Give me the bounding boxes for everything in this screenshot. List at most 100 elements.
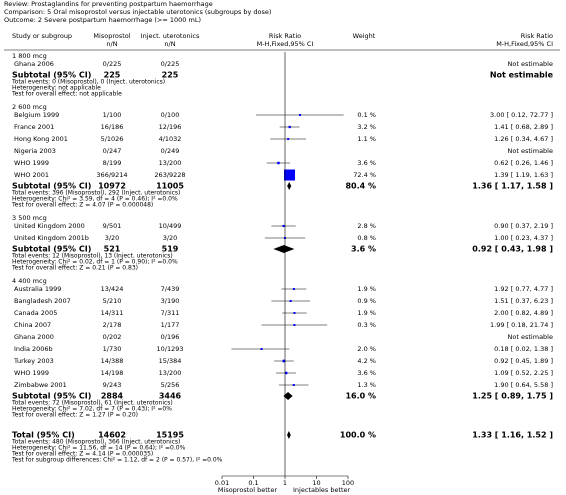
note: Total events: 396 (Misoprostol), 292 (In… <box>11 190 180 197</box>
group2-cell: 4/1032 <box>159 135 182 143</box>
summary-label: Subtotal (95% CI) <box>12 71 91 80</box>
group2-cell: 519 <box>162 245 179 254</box>
group2-cell: 1/177 <box>161 321 180 329</box>
group2-cell: 263/9228 <box>154 171 185 179</box>
note: Test for subgroup differences: Chi² = 1.… <box>11 457 223 464</box>
column-header: Misoprostol <box>93 32 130 40</box>
group2-cell: 13/200 <box>159 159 182 167</box>
column-header: n/N <box>106 40 117 48</box>
group2-cell: 225 <box>162 71 179 80</box>
group1-cell: 225 <box>104 71 121 80</box>
study-name: Nigeria 2003 <box>14 147 56 155</box>
x-tick-label: 0.1 <box>248 479 258 487</box>
column-header: Risk Ratio <box>521 32 553 40</box>
subgroup-name: 2 600 mcg <box>12 103 47 111</box>
weight-cell: 2.0 % <box>357 345 376 353</box>
summary-label: Subtotal (95% CI) <box>12 392 91 401</box>
note: Heterogeneity: Chi² = 0.02, df = 1 (P = … <box>12 259 178 266</box>
column-header: Inject. uterotonics <box>141 32 200 40</box>
note: Test for overall effect: Z = 4.07 (P = 0… <box>11 202 153 209</box>
summary-diamond <box>273 245 295 253</box>
group2-cell: 11005 <box>156 182 184 191</box>
summary-diamond <box>287 182 292 190</box>
result-cell: 1.90 [ 0.64, 5.58 ] <box>494 381 553 389</box>
note: Test for overall effect: Z = 4.14 (P = 0… <box>11 451 153 458</box>
group1-cell: 10972 <box>98 182 126 191</box>
group1-cell: 9/243 <box>103 381 122 389</box>
study-name: Canada 2005 <box>14 309 57 317</box>
group1-cell: 2884 <box>101 392 124 401</box>
group2-cell: 7/311 <box>161 309 180 317</box>
note: Total events: 72 (Misoprostol), 61 (Inje… <box>11 400 173 407</box>
study-box <box>284 371 288 375</box>
group1-cell: 14/198 <box>101 369 124 377</box>
group1-cell: 13/424 <box>101 285 124 293</box>
summary-diamond <box>283 392 293 400</box>
result-cell: 0.90 [ 0.37, 2.19 ] <box>494 222 553 230</box>
weight-cell: 1.1 % <box>357 135 376 143</box>
study-name: United Kingdom 2000 <box>14 222 85 230</box>
note: Heterogeneity: Chi² = 3.59, df = 4 (P = … <box>12 196 178 203</box>
column-header: Weight <box>353 32 376 40</box>
note: Test for overall effect: Z = 0.21 (P = 0… <box>11 265 138 272</box>
group2-cell: 15/384 <box>159 357 182 365</box>
group2-cell: 0/249 <box>161 147 180 155</box>
column-header: Risk Ratio <box>269 32 301 40</box>
group1-cell: 5/210 <box>103 297 122 305</box>
result-cell: 1.33 [ 1.16, 1.52 ] <box>472 431 553 440</box>
weight-cell: 3.6 % <box>351 245 376 254</box>
result-cell: 0.18 [ 0.02, 1.38 ] <box>494 345 553 353</box>
note: Test for overall effect: Z = 1.27 (P = 0… <box>11 412 138 419</box>
weight-cell: 16.0 % <box>345 392 376 401</box>
group1-cell: 16/186 <box>101 123 124 131</box>
group2-cell: 7/439 <box>161 285 180 293</box>
note: Heterogeneity: Chi² = 11.56, df = 14 (P … <box>12 445 186 452</box>
x-tick-label: 100 <box>342 479 354 487</box>
group2-cell: 12/196 <box>159 123 182 131</box>
group1-cell: 521 <box>104 245 121 254</box>
x-tick-label: 0.01 <box>215 479 229 487</box>
note: Total events: 480 (Misoprostol), 366 (In… <box>11 439 180 446</box>
weight-cell: 80.4 % <box>345 182 376 191</box>
group1-cell: 366/9214 <box>96 171 127 179</box>
study-name: Turkey 2003 <box>13 357 54 365</box>
group2-cell: 0/196 <box>161 333 180 341</box>
weight-cell: 0.3 % <box>357 321 376 329</box>
weight-cell: 0.9 % <box>357 297 376 305</box>
note: Heterogeneity: not applicable <box>12 85 101 92</box>
result-cell: 1.26 [ 0.34, 4.67 ] <box>494 135 553 143</box>
x-tick-label: 10 <box>312 479 320 487</box>
subgroup-name: 3 500 mcg <box>12 214 47 222</box>
group1-cell: 0/247 <box>103 147 122 155</box>
column-header: Study or subgroup <box>12 32 72 40</box>
study-name: Ghana 2006 <box>14 60 54 68</box>
weight-cell: 0.1 % <box>357 111 376 119</box>
study-box <box>277 161 280 165</box>
result-cell: 3.00 [ 0.12, 72.77 ] <box>490 111 553 119</box>
subgroup-name: 1 800 mcg <box>12 52 47 60</box>
result-cell: 1.25 [ 0.89, 1.75 ] <box>472 392 553 401</box>
summary-diamond <box>287 431 291 439</box>
study-name: Hong Kong 2001 <box>14 135 68 143</box>
result-cell: 1.36 [ 1.17, 1.58 ] <box>472 182 553 191</box>
result-cell: 1.00 [ 0.23, 4.37 ] <box>494 234 553 242</box>
summary-label: Subtotal (95% CI) <box>12 182 91 191</box>
group1-cell: 8/199 <box>103 159 122 167</box>
study-name: India 2006b <box>14 345 53 353</box>
subgroup-name: 4 400 mcg <box>12 277 47 285</box>
x-label-right: Injectables better <box>293 486 351 494</box>
result-cell: 1.51 [ 0.37, 6.23 ] <box>494 297 553 305</box>
group2-cell: 15195 <box>156 431 184 440</box>
note: Total events: 0 (Misoprostol), 0 (Inject… <box>11 79 165 86</box>
group1-cell: 0/202 <box>103 333 122 341</box>
study-name: WHO 2001 <box>14 171 49 179</box>
group1-cell: 14/388 <box>101 357 124 365</box>
study-box <box>292 288 295 290</box>
study-name: Ghana 2000 <box>14 333 54 341</box>
study-box <box>282 359 286 363</box>
study-name: France 2001 <box>14 123 54 131</box>
study-box <box>293 324 296 326</box>
study-box <box>260 348 263 350</box>
result-cell: 1.09 [ 0.52, 2.25 ] <box>494 369 553 377</box>
